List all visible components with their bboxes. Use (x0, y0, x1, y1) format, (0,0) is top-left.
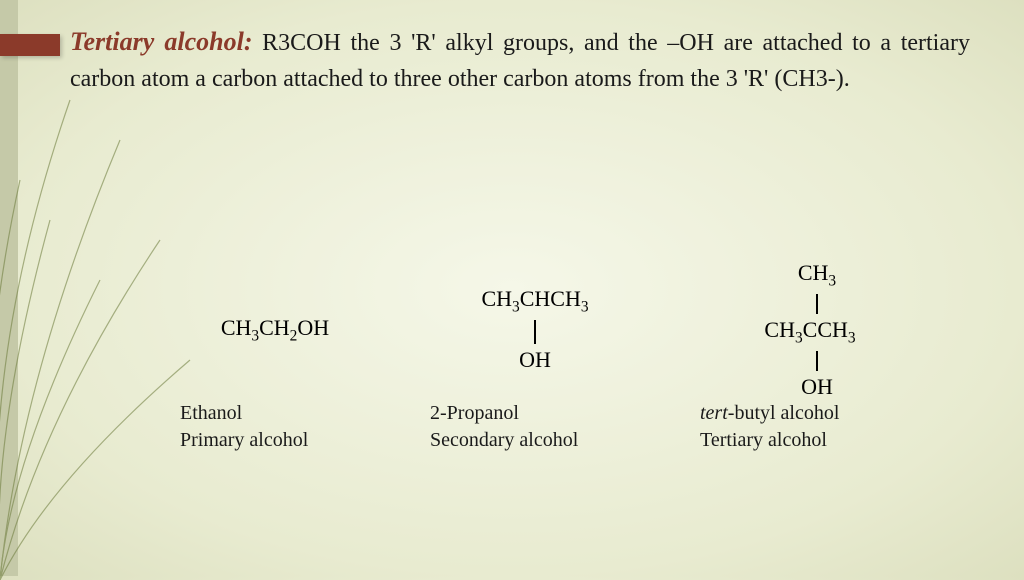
molecule-2propanol: CH3CHCH3 OH 2-Propanol Secondary alcohol (430, 260, 640, 454)
oh-text: OH (801, 374, 833, 400)
mol-name: 2-Propanol (430, 400, 578, 427)
definition-paragraph: Tertiary alcohol: R3COH the 3 'R' alkyl … (70, 22, 970, 97)
bond-vertical-top (816, 294, 818, 314)
mol-name: tert-butyl alcohol (700, 400, 839, 427)
molecule-tertbutyl: CH3 CH3CCH3 OH tert-butyl alcohol Tertia… (700, 260, 920, 454)
italic-prefix: tert (700, 402, 728, 424)
top-group: CH3 (798, 260, 836, 291)
labels-tertbutyl: tert-butyl alcohol Tertiary alcohol (700, 400, 839, 454)
mol-class: Tertiary alcohol (700, 427, 839, 454)
formula-2propanol: CH3CHCH3 OH (430, 260, 640, 400)
formula-text: CH3CHCH3 (481, 286, 588, 317)
heading-accent-bar (0, 34, 60, 56)
bond-vertical-bottom (816, 351, 818, 371)
formula-tertbutyl: CH3 CH3CCH3 OH (700, 260, 920, 400)
molecule-ethanol: CH3CH2OH Ethanol Primary alcohol (180, 260, 370, 454)
mol-name: Ethanol (180, 400, 308, 427)
formula-text: CH3CCH3 (764, 317, 855, 348)
mol-class: Primary alcohol (180, 427, 308, 454)
mol-class: Secondary alcohol (430, 427, 578, 454)
heading-text: Tertiary alcohol: (70, 27, 253, 56)
labels-2propanol: 2-Propanol Secondary alcohol (430, 400, 578, 454)
side-accent-bar (0, 0, 18, 576)
oh-text: OH (519, 347, 551, 373)
formula-ethanol: CH3CH2OH (180, 260, 370, 400)
structures-row: CH3CH2OH Ethanol Primary alcohol CH3CHCH… (180, 260, 920, 454)
labels-ethanol: Ethanol Primary alcohol (180, 400, 308, 454)
bond-vertical (534, 320, 536, 344)
formula-text: CH3CH2OH (221, 315, 329, 346)
